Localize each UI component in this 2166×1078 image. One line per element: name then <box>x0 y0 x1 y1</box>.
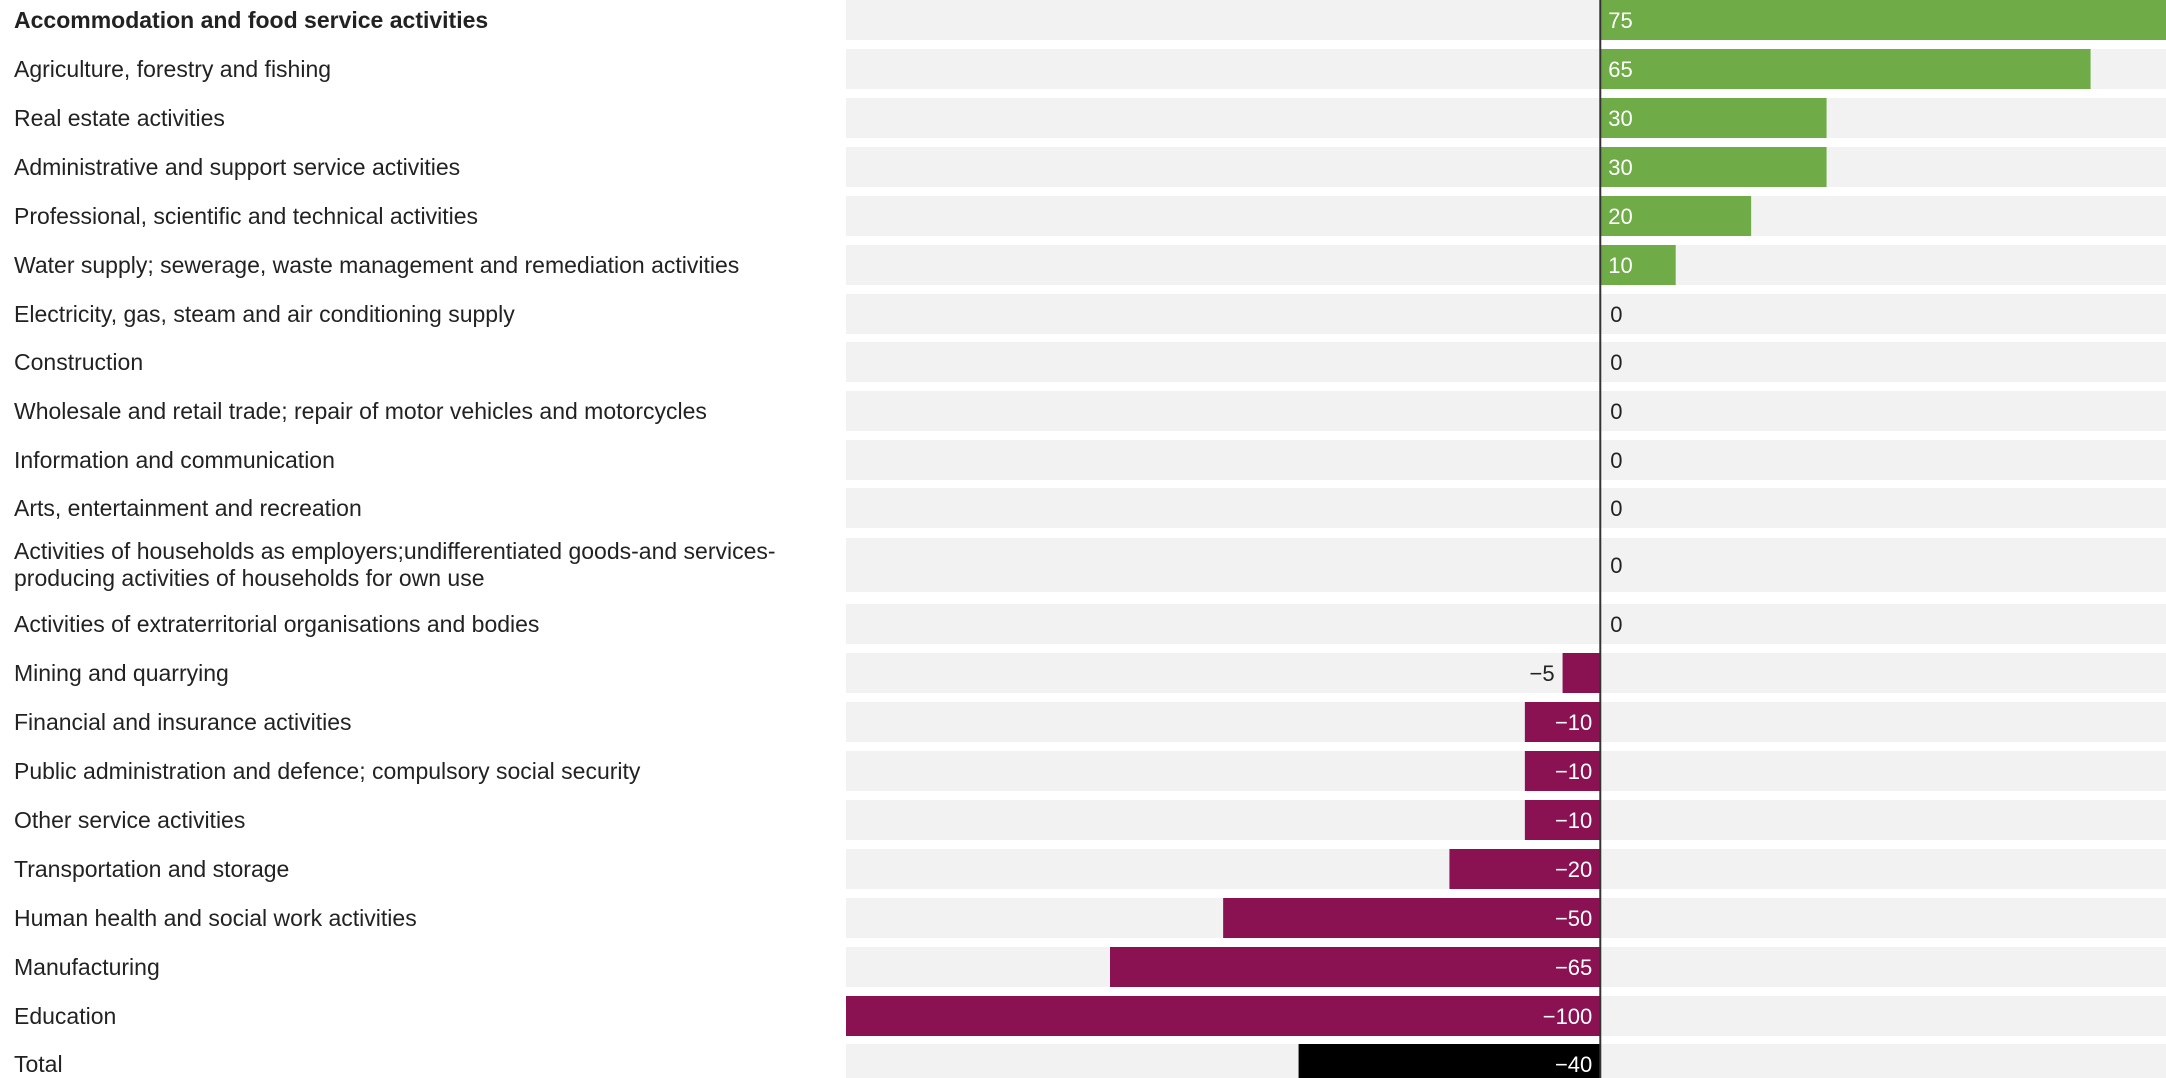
category-label: Activities of extraterritorial organisat… <box>14 611 539 637</box>
data-label: 0 <box>1610 302 1622 327</box>
category-label: Professional, scientific and technical a… <box>14 203 478 229</box>
bar <box>1600 147 1827 187</box>
bar-track <box>846 538 2166 592</box>
bar-row: Accommodation and food service activitie… <box>14 0 2166 40</box>
bar <box>1600 245 1676 285</box>
bar-row: Mining and quarrying −5 <box>14 653 2166 693</box>
category-label: Education <box>14 1003 116 1029</box>
bar-row: Human health and social work activities −… <box>14 898 2166 938</box>
bar-track <box>846 604 2166 644</box>
category-label: Transportation and storage <box>14 856 289 882</box>
category-label: Accommodation and food service activitie… <box>14 7 488 33</box>
bar-track <box>846 245 2166 285</box>
category-label: producing activities of households for o… <box>14 565 485 591</box>
bar <box>1600 49 2091 89</box>
bar-row: Total −40 <box>14 1044 2166 1078</box>
data-label: −20 <box>1555 857 1592 882</box>
bar-row: Financial and insurance activities −10 <box>14 702 2166 742</box>
data-label: 20 <box>1608 204 1632 229</box>
bar-row: Administrative and support service activ… <box>14 147 2166 187</box>
bar <box>1110 947 1601 987</box>
bar-row: Water supply; sewerage, waste management… <box>14 245 2166 285</box>
bar-track <box>846 653 2166 693</box>
bar <box>1524 702 1601 742</box>
category-label: Real estate activities <box>14 105 225 131</box>
data-label: 0 <box>1610 448 1622 473</box>
bar-row: Professional, scientific and technical a… <box>14 196 2166 236</box>
category-label: Public administration and defence; compu… <box>14 758 641 784</box>
bar-track <box>846 98 2166 138</box>
category-label: Financial and insurance activities <box>14 709 352 735</box>
bar-track <box>846 440 2166 480</box>
data-label: 65 <box>1608 57 1632 82</box>
bar <box>1449 849 1601 889</box>
data-label: 30 <box>1608 155 1632 180</box>
category-label: Activities of households as employers;un… <box>14 538 776 564</box>
bar-row: Education −100 <box>14 996 2166 1036</box>
data-label: 0 <box>1610 612 1622 637</box>
data-label: −10 <box>1555 808 1592 833</box>
category-label: Wholesale and retail trade; repair of mo… <box>14 398 707 424</box>
bar-row: Manufacturing −65 <box>14 947 2166 987</box>
data-label: −50 <box>1555 906 1592 931</box>
data-label: −100 <box>1543 1004 1593 1029</box>
bar <box>1524 751 1601 791</box>
category-label: Arts, entertainment and recreation <box>14 495 362 521</box>
data-label: 0 <box>1610 399 1622 424</box>
category-label: Construction <box>14 349 143 375</box>
data-label: 30 <box>1608 106 1632 131</box>
bar-row: Agriculture, forestry and fishing 65 <box>14 49 2166 89</box>
bar <box>1600 0 2166 40</box>
bar-row: Information and communication 0 <box>14 440 2166 480</box>
data-label: −40 <box>1555 1052 1592 1077</box>
bar-track <box>846 196 2166 236</box>
bar-row: Construction 0 <box>14 342 2166 382</box>
bar-track <box>846 488 2166 528</box>
data-label: 0 <box>1610 553 1622 578</box>
category-label: Human health and social work activities <box>14 905 417 931</box>
bar <box>1600 98 1827 138</box>
bar-row: Activities of extraterritorial organisat… <box>14 604 2166 644</box>
bar-row: Transportation and storage −20 <box>14 849 2166 889</box>
bar-track <box>846 702 2166 742</box>
category-label: Mining and quarrying <box>14 660 229 686</box>
data-label: 75 <box>1608 8 1632 33</box>
bar-track <box>846 294 2166 334</box>
category-label: Total <box>14 1051 63 1077</box>
data-label: 0 <box>1610 496 1622 521</box>
bar <box>1223 898 1601 938</box>
bar-track <box>846 751 2166 791</box>
bar <box>1562 653 1601 693</box>
bar-row: Arts, entertainment and recreation 0 <box>14 488 2166 528</box>
bar-row: Real estate activities 30 <box>14 98 2166 138</box>
category-label: Agriculture, forestry and fishing <box>14 56 331 82</box>
bar-row: Wholesale and retail trade; repair of mo… <box>14 391 2166 431</box>
bar <box>1600 196 1752 236</box>
data-label: −10 <box>1555 710 1592 735</box>
bar <box>1298 1044 1601 1078</box>
category-label: Administrative and support service activ… <box>14 154 460 180</box>
bar-row: Electricity, gas, steam and air conditio… <box>14 294 2166 334</box>
data-label: −5 <box>1529 661 1554 686</box>
data-label: −65 <box>1555 955 1592 980</box>
bar <box>1524 800 1601 840</box>
data-label: 10 <box>1608 253 1632 278</box>
bar-track <box>846 147 2166 187</box>
data-label: 0 <box>1610 350 1622 375</box>
category-label: Water supply; sewerage, waste management… <box>14 252 739 278</box>
bar <box>846 996 1601 1036</box>
bar-track <box>846 391 2166 431</box>
bar-row: Activities of households as employers;un… <box>14 538 2166 592</box>
data-label: −10 <box>1555 759 1592 784</box>
category-label: Information and communication <box>14 447 335 473</box>
category-label: Manufacturing <box>14 954 160 980</box>
bar-row: Public administration and defence; compu… <box>14 751 2166 791</box>
bar-track <box>846 800 2166 840</box>
bar-row: Other service activities −10 <box>14 800 2166 840</box>
category-label: Electricity, gas, steam and air conditio… <box>14 301 515 327</box>
bar-track <box>846 342 2166 382</box>
category-label: Other service activities <box>14 807 245 833</box>
